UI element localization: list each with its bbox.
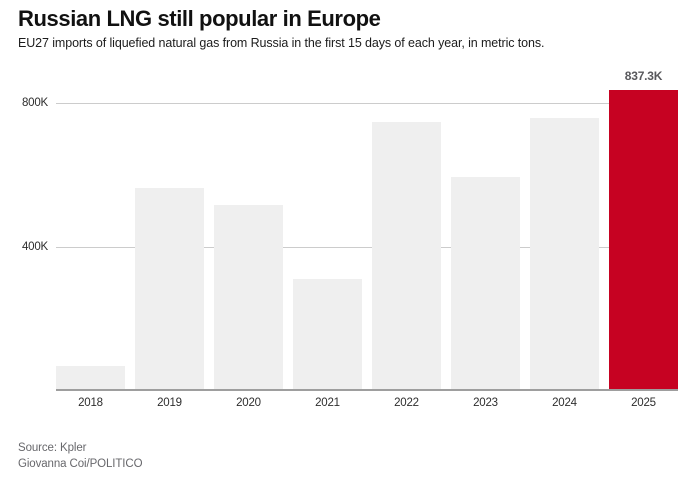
bar-2021: [293, 279, 362, 391]
bar-slot-2021: [293, 51, 362, 391]
bar-2024: [530, 118, 599, 391]
footer: Source: Kpler Giovanna Coi/POLITICO: [18, 440, 143, 472]
x-axis-label-2025: 2025: [631, 397, 656, 409]
bar-value-label: 837.3K: [624, 69, 663, 83]
bars-row: 837.3K: [56, 51, 678, 391]
gridline-800k: [56, 103, 678, 104]
y-tick-label-800k: 800K: [21, 97, 48, 109]
author-credit: Giovanna Coi/POLITICO: [18, 458, 143, 470]
bar-2022: [372, 122, 441, 391]
x-axis-labels: 2018 2019 2020 2021 2022 2023 2024 2025: [56, 397, 678, 409]
bar-2025: [609, 90, 678, 391]
x-axis-label-2022: 2022: [394, 397, 419, 409]
x-axis-label-2018: 2018: [78, 397, 103, 409]
source-credit: Source: Kpler: [18, 442, 87, 454]
bar-slot-2022: [372, 51, 441, 391]
x-axis-label-2020: 2020: [236, 397, 261, 409]
bar-slot-2023: [451, 51, 520, 391]
y-tick-label-400k: 400K: [21, 241, 48, 253]
bar-2020: [214, 205, 283, 391]
bar-2023: [451, 177, 520, 391]
bar-2019: [135, 188, 204, 391]
x-axis-label-2023: 2023: [473, 397, 498, 409]
bar-slot-2018: [56, 51, 125, 391]
x-axis-baseline: [56, 389, 678, 391]
x-axis-label-2024: 2024: [552, 397, 577, 409]
gridline-400k: [56, 247, 678, 248]
bar-slot-2020: [214, 51, 283, 391]
bar-2018: [56, 366, 125, 391]
x-axis-label-2021: 2021: [315, 397, 340, 409]
chart-title: Russian LNG still popular in Europe: [18, 6, 381, 31]
x-axis-label-2019: 2019: [157, 397, 182, 409]
bar-slot-2019: [135, 51, 204, 391]
chart-subtitle: EU27 imports of liquefied natural gas fr…: [18, 36, 545, 50]
bar-slot-2024: [530, 51, 599, 391]
bar-slot-2025: 837.3K: [609, 51, 678, 391]
